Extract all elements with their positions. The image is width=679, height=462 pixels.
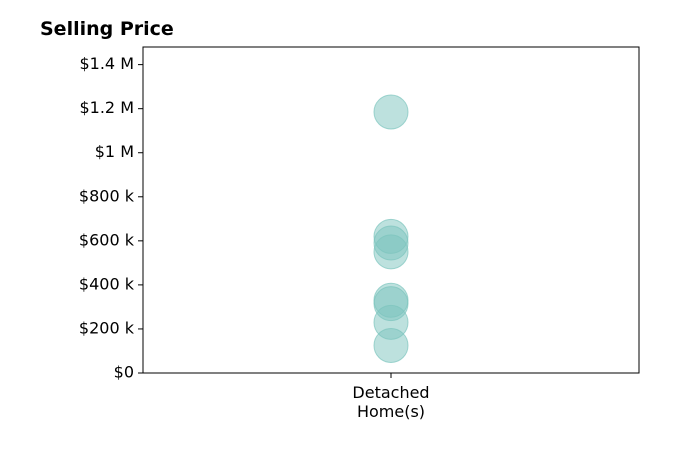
data-point — [373, 234, 409, 270]
data-point — [373, 94, 409, 130]
y-axis: $0 $200 k $400 k $600 k $800 k $1 M $1.2 M $1.4… — [79, 54, 143, 382]
y-tick-label: $800 k — [79, 186, 135, 205]
y-tick-label: $200 k — [79, 318, 135, 337]
y-tick-label: $400 k — [79, 274, 135, 293]
y-tick-label: $1.2 M — [79, 98, 134, 117]
chart-title: Selling Price — [40, 18, 174, 40]
data-point — [373, 327, 409, 363]
y-tick-label: $1 M — [95, 142, 134, 161]
x-axis: Detached Home(s) — [352, 373, 430, 421]
x-tick-label: Detached Home(s) — [352, 383, 429, 421]
data-points — [373, 94, 409, 363]
y-tick-label: $0 — [114, 363, 134, 382]
y-tick-label: $1.4 M — [79, 54, 134, 73]
y-tick-label: $600 k — [79, 230, 135, 249]
